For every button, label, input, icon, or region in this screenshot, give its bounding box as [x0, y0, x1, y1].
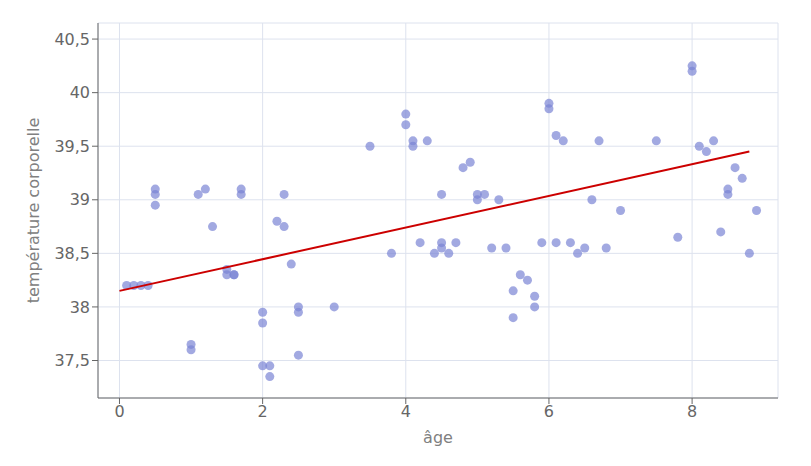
svg-text:8: 8 — [687, 402, 697, 421]
svg-text:37,5: 37,5 — [54, 351, 90, 370]
svg-text:40,5: 40,5 — [54, 30, 90, 49]
svg-text:39,5: 39,5 — [54, 137, 90, 156]
svg-text:0: 0 — [114, 402, 124, 421]
svg-text:38,5: 38,5 — [54, 244, 90, 263]
svg-text:4: 4 — [401, 402, 411, 421]
svg-text:39: 39 — [70, 190, 90, 209]
svg-text:40: 40 — [70, 83, 90, 102]
svg-text:2: 2 — [258, 402, 268, 421]
svg-text:âge: âge — [423, 428, 453, 447]
svg-text:6: 6 — [544, 402, 554, 421]
svg-text:38: 38 — [70, 298, 90, 317]
svg-text:température corporelle: température corporelle — [24, 118, 43, 304]
